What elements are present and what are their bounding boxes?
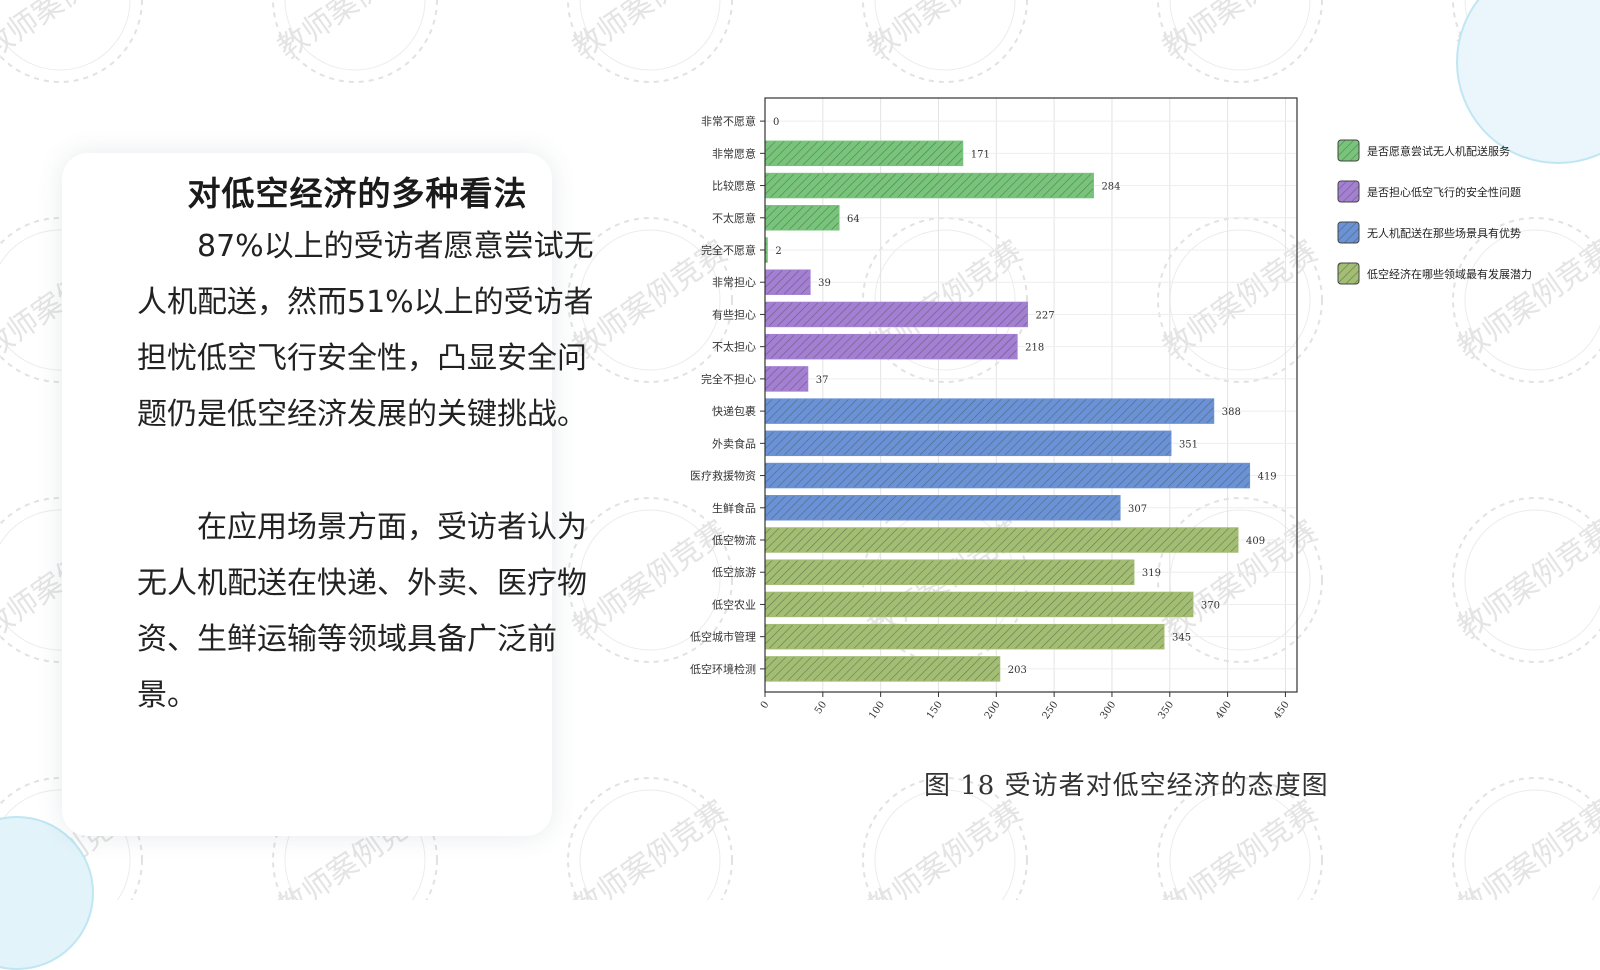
legend-entry: 是否担心低空飞行的安全性问题 <box>1337 180 1521 203</box>
chart-legend: 是否愿意尝试无人机配送服务是否担心低空飞行的安全性问题无人机配送在那些场景具有优… <box>1337 139 1532 285</box>
legend-swatch <box>1337 180 1360 203</box>
category-label: 低空旅游 <box>712 565 756 579</box>
x-tick-label: 450 <box>1272 699 1292 721</box>
category-label: 不太愿意 <box>712 211 756 225</box>
bar <box>764 205 840 231</box>
chart-bars: 0 171 284 64 2 39 227 218 37 388 351 419 307 409 319 37… <box>764 117 1277 682</box>
category-label: 非常愿意 <box>712 146 756 160</box>
x-tick-label: 200 <box>983 699 1003 721</box>
category-label: 低空物流 <box>712 533 756 547</box>
paragraph-willingness-safety: 87%以上的受访者愿意尝试无人机配送，然而51%以上的受访者担忧低空飞行安全性，… <box>137 229 594 432</box>
x-tick-label: 0 <box>759 699 772 711</box>
x-tick-label: 50 <box>813 699 829 716</box>
card-title: 对低空经济的多种看法 <box>187 174 528 213</box>
legend-entry: 低空经济在哪些领域最有发展潜力 <box>1337 262 1532 285</box>
category-label: 生鲜食品 <box>712 501 756 515</box>
category-label: 快递包裹 <box>712 404 756 418</box>
legend-swatch <box>1337 221 1360 244</box>
bar-value-label: 227 <box>1036 310 1055 321</box>
x-tick-label: 400 <box>1214 699 1234 721</box>
legend-label: 是否愿意尝试无人机配送服务 <box>1367 144 1510 158</box>
category-label: 外卖食品 <box>712 436 756 450</box>
bar-value-label: 284 <box>1101 182 1120 193</box>
figure-caption: 图 18 受访者对低空经济的态度图 <box>924 771 1329 801</box>
bar <box>764 623 1165 650</box>
bar <box>764 462 1251 489</box>
bar-value-label: 345 <box>1172 633 1191 644</box>
bar-value-label: 39 <box>818 278 831 289</box>
category-label: 不太担心 <box>712 340 756 354</box>
bar <box>764 398 1215 424</box>
x-tick-label: 150 <box>925 699 945 721</box>
bar-value-label: 319 <box>1142 568 1161 579</box>
plot-frame <box>764 97 1298 693</box>
legend-entry: 无人机配送在那些场景具有优势 <box>1337 221 1521 244</box>
category-label: 完全不愿意 <box>701 243 756 257</box>
legend-label: 无人机配送在那些场景具有优势 <box>1367 226 1521 240</box>
bar-value-label: 218 <box>1025 343 1044 354</box>
bar-value-label: 419 <box>1258 472 1277 483</box>
legend-label: 是否担心低空飞行的安全性问题 <box>1367 185 1521 199</box>
bar-value-label: 37 <box>816 375 829 386</box>
bar-value-label: 388 <box>1222 407 1241 418</box>
x-tick-label: 300 <box>1098 699 1118 721</box>
bar <box>764 140 964 167</box>
bar-value-label: 370 <box>1201 600 1220 611</box>
bar-value-label: 171 <box>971 149 990 160</box>
legend-label: 低空经济在哪些领域最有发展潜力 <box>1367 267 1532 281</box>
x-tick-label: 250 <box>1041 699 1061 721</box>
bar <box>764 269 811 295</box>
category-label: 完全不担心 <box>701 372 756 386</box>
bar <box>764 527 1239 553</box>
category-label: 医疗救援物资 <box>690 469 756 483</box>
bar-value-label: 64 <box>847 214 860 225</box>
category-label: 低空城市管理 <box>690 630 756 644</box>
chart-category-labels: 非常不愿意非常愿意比较愿意不太愿意完全不愿意非常担心有些担心不太担心完全不担心快… <box>690 114 765 676</box>
bar <box>764 333 1018 360</box>
bar-value-label: 0 <box>773 117 779 128</box>
category-label: 低空环境检测 <box>690 662 756 676</box>
category-label: 非常担心 <box>712 275 756 289</box>
bar-value-label: 351 <box>1179 439 1198 450</box>
bar <box>764 172 1094 199</box>
category-label: 有些担心 <box>712 307 756 321</box>
attitude-bar-chart: 0 171 284 64 2 39 227 218 37 388 351 419 307 409 319 37… <box>690 97 1532 721</box>
category-label: 非常不愿意 <box>701 114 756 128</box>
x-tick-label: 100 <box>867 699 887 721</box>
category-label: 低空农业 <box>712 597 756 611</box>
category-label: 比较愿意 <box>712 179 756 193</box>
bar <box>764 559 1135 585</box>
bar <box>764 366 809 392</box>
x-tick-label: 350 <box>1156 699 1176 721</box>
bar <box>764 591 1194 618</box>
legend-entry: 是否愿意尝试无人机配送服务 <box>1337 139 1510 162</box>
bar <box>764 430 1172 457</box>
bar-value-label: 203 <box>1008 665 1027 676</box>
bar <box>764 495 1121 521</box>
legend-swatch <box>1337 262 1360 285</box>
bar <box>764 656 1001 682</box>
legend-swatch <box>1337 139 1360 162</box>
bar-value-label: 307 <box>1128 504 1147 515</box>
bar-value-label: 409 <box>1246 536 1265 547</box>
bar-value-label: 2 <box>775 246 781 257</box>
chart-x-ticks: 0 50 100 150 200 250 300 350 400 450 <box>759 692 1292 721</box>
bar <box>764 301 1029 328</box>
